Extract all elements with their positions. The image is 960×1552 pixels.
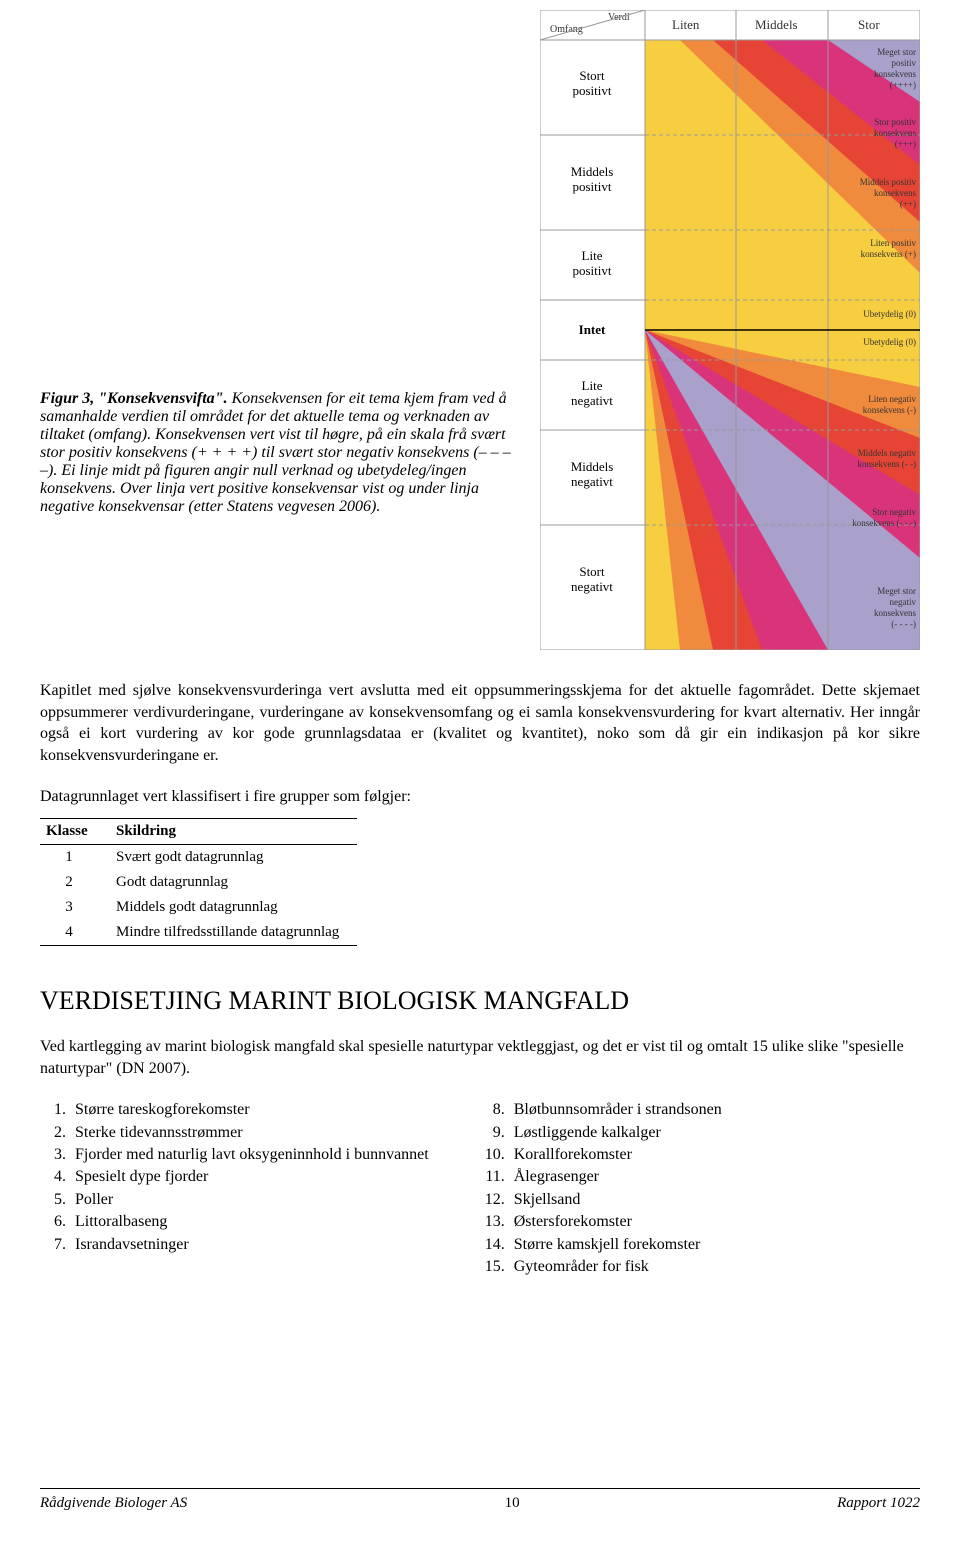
svg-text:Lite: Lite [582, 378, 603, 393]
list-item: Ålegrasenger [509, 1166, 722, 1188]
table-header: Klasse [40, 818, 110, 844]
list-item: Littoralbaseng [70, 1211, 429, 1233]
svg-text:Ubetydelig (0): Ubetydelig (0) [863, 337, 916, 347]
table-cell: Godt datagrunnlag [110, 870, 357, 895]
section-heading: VERDISETJING MARINT BIOLOGISK MANGFALD [40, 986, 920, 1016]
list-item: Fjorder med naturlig lavt oksygeninnhold… [70, 1144, 429, 1166]
svg-text:Ubetydelig (0): Ubetydelig (0) [863, 309, 916, 319]
table-cell: 2 [40, 870, 110, 895]
svg-text:negativt: negativt [571, 474, 613, 489]
table-cell: 1 [40, 844, 110, 870]
table-row: 4Mindre tilfredsstillande datagrunnlag [40, 920, 357, 946]
caption-body: Konsekvensen for eit tema kjem fram ved … [40, 390, 511, 515]
svg-text:Liten: Liten [672, 17, 700, 32]
figure-caption: Figur 3, "Konsekvensvifta". Konsekvensen… [40, 10, 520, 516]
naturetype-lists: Større tareskogforekomsterSterke tidevan… [40, 1099, 920, 1278]
svg-text:konsekvens: konsekvens [874, 188, 916, 198]
svg-text:Middels: Middels [755, 17, 798, 32]
svg-text:konsekvens (+): konsekvens (+) [861, 249, 916, 259]
svg-text:Middels positiv: Middels positiv [860, 177, 917, 187]
table-row: 2Godt datagrunnlag [40, 870, 357, 895]
figure-with-caption: Figur 3, "Konsekvensvifta". Konsekvensen… [40, 10, 920, 650]
fan-diagram-svg: Omfang Verdi Liten Middels Stor Stort po… [540, 10, 920, 650]
page-footer: Rådgivende Biologer AS 10 Rapport 1022 [40, 1488, 920, 1512]
list-item: Løstliggende kalkalger [509, 1122, 722, 1144]
list-left: Større tareskogforekomsterSterke tidevan… [40, 1099, 429, 1278]
list-item: Poller [70, 1189, 429, 1211]
table-cell: Mindre tilfredsstillande datagrunnlag [110, 920, 357, 946]
footer-page: 10 [505, 1495, 520, 1512]
paragraph-2: Datagrunnlaget vert klassifisert i fire … [40, 786, 920, 808]
svg-text:Stor: Stor [858, 17, 880, 32]
table-cell: Middels godt datagrunnlag [110, 895, 357, 920]
svg-text:Stort: Stort [579, 68, 605, 83]
table-row: 3Middels godt datagrunnlag [40, 895, 357, 920]
list-item: Skjellsand [509, 1189, 722, 1211]
list-item: Korallforekomster [509, 1144, 722, 1166]
svg-text:(- - - -): (- - - -) [891, 619, 916, 629]
row-labels: Stort positivt Middels positivt Lite pos… [540, 40, 645, 650]
svg-text:Middels negativ: Middels negativ [858, 448, 917, 458]
svg-text:Lite: Lite [582, 248, 603, 263]
svg-text:Intet: Intet [579, 322, 606, 337]
svg-text:Meget stor: Meget stor [877, 586, 916, 596]
list-item: Israndavsetninger [70, 1234, 429, 1256]
footer-right: Rapport 1022 [837, 1495, 920, 1512]
svg-text:Stor negativ: Stor negativ [872, 507, 916, 517]
paragraph-1: Kapitlet med sjølve konsekvensvurderinga… [40, 680, 920, 766]
svg-text:Liten positiv: Liten positiv [870, 238, 916, 248]
svg-text:Stor positiv: Stor positiv [874, 117, 916, 127]
list-item: Gyteområder for fisk [509, 1256, 722, 1278]
svg-text:konsekvens: konsekvens [874, 69, 916, 79]
list-item: Spesielt dype fjorder [70, 1166, 429, 1188]
svg-text:positiv: positiv [891, 58, 916, 68]
svg-text:Stort: Stort [579, 564, 605, 579]
table-cell: 4 [40, 920, 110, 946]
svg-text:konsekvens: konsekvens [874, 608, 916, 618]
svg-text:konsekvens (- - -): konsekvens (- - -) [852, 518, 916, 528]
list-item: Større kamskjell forekomster [509, 1234, 722, 1256]
svg-text:(+++): (+++) [895, 139, 916, 149]
footer-left: Rådgivende Biologer AS [40, 1495, 187, 1512]
svg-text:positivt: positivt [572, 263, 611, 278]
list-item: Større tareskogforekomster [70, 1099, 429, 1121]
svg-text:positivt: positivt [572, 83, 611, 98]
svg-text:konsekvens (- -): konsekvens (- -) [858, 459, 916, 469]
svg-text:negativt: negativt [571, 579, 613, 594]
list-item: Bløtbunnsområder i strandsonen [509, 1099, 722, 1121]
table-header: Skildring [110, 818, 357, 844]
svg-text:positivt: positivt [572, 179, 611, 194]
list-item: Østersforekomster [509, 1211, 722, 1233]
svg-text:(++++): (++++) [890, 80, 916, 90]
list-item: Sterke tidevannsstrømmer [70, 1122, 429, 1144]
svg-text:Liten negativ: Liten negativ [868, 394, 916, 404]
paragraph-3: Ved kartlegging av marint biologisk mang… [40, 1036, 920, 1079]
svg-text:konsekvens (-): konsekvens (-) [863, 405, 916, 415]
svg-text:Meget stor: Meget stor [877, 47, 916, 57]
svg-text:Middels: Middels [571, 459, 614, 474]
svg-text:(++): (++) [900, 199, 916, 209]
list-right: Bløtbunnsområder i strandsonenLøstliggen… [479, 1099, 722, 1278]
svg-text:Middels: Middels [571, 164, 614, 179]
data-basis-table: Klasse Skildring 1Svært godt datagrunnla… [40, 818, 920, 946]
table-cell: 3 [40, 895, 110, 920]
table-cell: Svært godt datagrunnlag [110, 844, 357, 870]
svg-text:konsekvens: konsekvens [874, 128, 916, 138]
svg-text:negativt: negativt [571, 393, 613, 408]
caption-title: Figur 3, "Konsekvensvifta". [40, 390, 228, 407]
table-row: 1Svært godt datagrunnlag [40, 844, 357, 870]
consequence-fan-figure: Omfang Verdi Liten Middels Stor Stort po… [540, 10, 920, 650]
svg-text:negativ: negativ [890, 597, 917, 607]
